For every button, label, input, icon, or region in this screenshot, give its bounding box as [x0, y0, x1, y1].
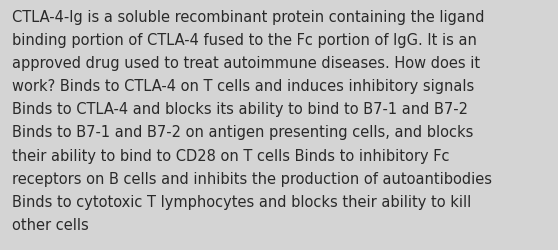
Text: Binds to CTLA-4 and blocks its ability to bind to B7-1 and B7-2: Binds to CTLA-4 and blocks its ability t…: [12, 102, 468, 117]
Text: CTLA-4-Ig is a soluble recombinant protein containing the ligand: CTLA-4-Ig is a soluble recombinant prote…: [12, 10, 485, 25]
Text: their ability to bind to CD28 on T cells Binds to inhibitory Fc: their ability to bind to CD28 on T cells…: [12, 148, 450, 163]
Text: work? Binds to CTLA-4 on T cells and induces inhibitory signals: work? Binds to CTLA-4 on T cells and ind…: [12, 79, 474, 94]
Text: other cells: other cells: [12, 217, 89, 232]
Text: Binds to cytotoxic T lymphocytes and blocks their ability to kill: Binds to cytotoxic T lymphocytes and blo…: [12, 194, 472, 209]
Text: receptors on B cells and inhibits the production of autoantibodies: receptors on B cells and inhibits the pr…: [12, 171, 492, 186]
Text: Binds to B7-1 and B7-2 on antigen presenting cells, and blocks: Binds to B7-1 and B7-2 on antigen presen…: [12, 125, 474, 140]
Text: approved drug used to treat autoimmune diseases. How does it: approved drug used to treat autoimmune d…: [12, 56, 480, 71]
Text: binding portion of CTLA-4 fused to the Fc portion of IgG. It is an: binding portion of CTLA-4 fused to the F…: [12, 33, 477, 48]
